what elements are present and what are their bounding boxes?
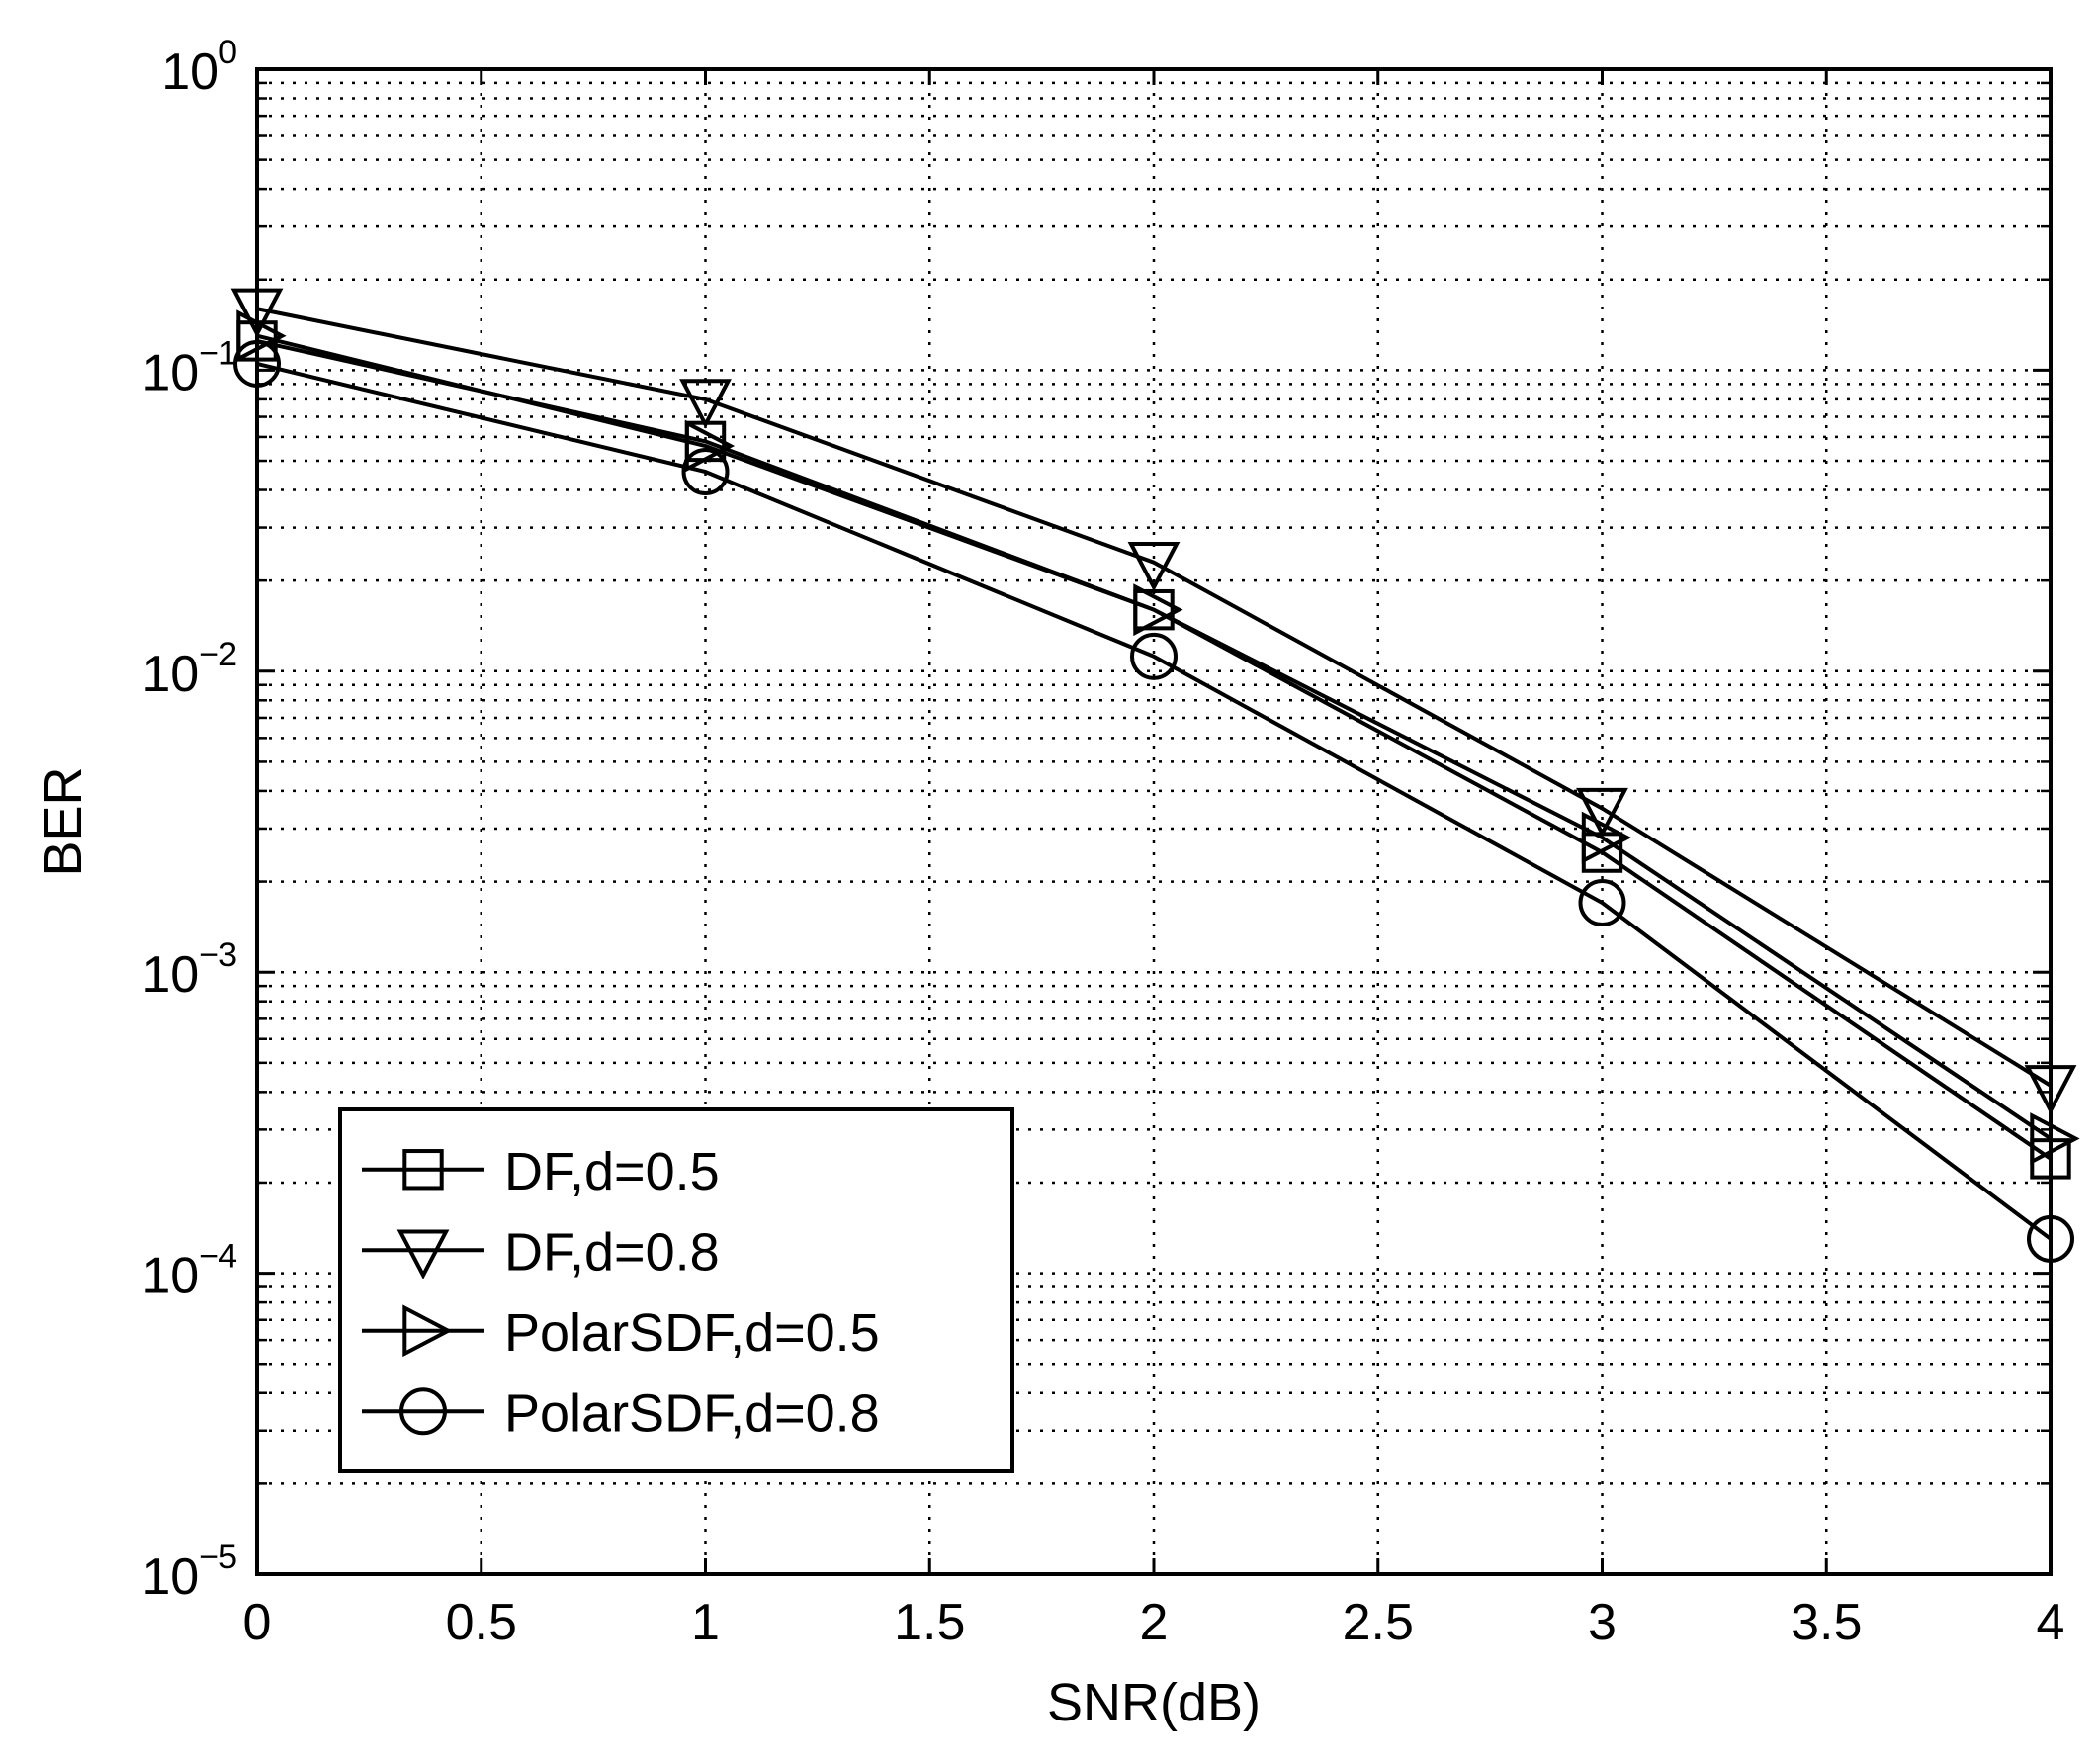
y-tick-base: 10 xyxy=(141,344,199,401)
series-line-df-d-0-8 xyxy=(256,307,2053,1088)
y-tick-label: 10−4 xyxy=(141,1238,237,1305)
x-axis-label: SNR(dB) xyxy=(1047,1673,1261,1732)
y-tick-label: 10−3 xyxy=(141,936,237,1004)
y-tick-label: 10−1 xyxy=(141,334,237,401)
series-polarsdf-d-0-5 xyxy=(236,309,2080,1165)
legend-label-polarsdf-d-0-5: PolarSDF,d=0.5 xyxy=(504,1303,880,1363)
data-point-polarsdf-d-0-5 xyxy=(2030,1112,2080,1165)
y-tick-base: 10 xyxy=(141,646,199,703)
y-tick-label: 10−2 xyxy=(141,636,237,703)
y-tick-exponent: −4 xyxy=(199,1238,237,1276)
legend: DF,d=0.5 DF,d=0.8 PolarSDF,d=0.5 PolarSDF,d… xyxy=(338,1107,1014,1473)
data-point-df-d-0-8 xyxy=(679,379,732,429)
data-point-df-d-0-8 xyxy=(1127,541,1181,592)
legend-label-polarsdf-d-0-8: PolarSDF,d=0.8 xyxy=(504,1383,880,1443)
y-tick-label: 100 xyxy=(161,34,237,101)
series-line-polarsdf-d-0-8 xyxy=(256,362,2053,1241)
legend-marker-polarsdf-d-0-8 xyxy=(399,1387,447,1436)
series-line-polarsdf-d-0-5 xyxy=(256,333,2053,1141)
legend-marker-polarsdf-d-0-5 xyxy=(402,1304,453,1358)
data-point-polarsdf-d-0-5 xyxy=(1133,583,1183,637)
y-tick-base: 10 xyxy=(141,1548,199,1606)
x-tick-label: 4 xyxy=(2037,1594,2065,1651)
y-axis-label: BER xyxy=(34,766,93,876)
x-tick-label: 0 xyxy=(243,1594,272,1651)
data-point-df-d-0-8 xyxy=(1576,787,1628,838)
y-tick-exponent: −5 xyxy=(199,1539,237,1576)
data-point-polarsdf-d-0-8 xyxy=(1130,632,1178,680)
y-tick-exponent: 0 xyxy=(219,34,237,71)
x-tick-label: 2 xyxy=(1140,1594,1169,1651)
x-tick-label: 1 xyxy=(691,1594,720,1651)
y-tick-exponent: −3 xyxy=(199,936,237,974)
y-tick-base: 10 xyxy=(141,946,199,1004)
legend-label-df-d-0-5: DF,d=0.5 xyxy=(504,1142,720,1201)
data-point-polarsdf-d-0-5 xyxy=(1581,811,1632,864)
data-point-polarsdf-d-0-8 xyxy=(681,448,730,496)
x-tick-label: 2.5 xyxy=(1343,1594,1414,1651)
legend-marker-df-d-0-5 xyxy=(402,1149,444,1191)
y-tick-exponent: −2 xyxy=(199,636,237,673)
data-point-polarsdf-d-0-5 xyxy=(684,419,736,473)
data-point-polarsdf-d-0-5 xyxy=(236,309,287,363)
y-tick-base: 10 xyxy=(161,44,219,101)
x-tick-label: 1.5 xyxy=(894,1594,965,1651)
legend-label-df-d-0-8: DF,d=0.8 xyxy=(504,1222,720,1281)
x-tick-label: 3 xyxy=(1588,1594,1617,1651)
x-tick-label: 0.5 xyxy=(446,1594,517,1651)
series-df-d-0-8 xyxy=(230,288,2077,1115)
y-tick-exponent: −1 xyxy=(199,334,237,372)
data-point-polarsdf-d-0-8 xyxy=(1578,879,1626,927)
y-tick-base: 10 xyxy=(141,1248,199,1305)
x-tick-label: 3.5 xyxy=(1791,1594,1862,1651)
y-tick-label: 10−5 xyxy=(141,1539,237,1606)
legend-marker-df-d-0-8 xyxy=(396,1229,450,1279)
